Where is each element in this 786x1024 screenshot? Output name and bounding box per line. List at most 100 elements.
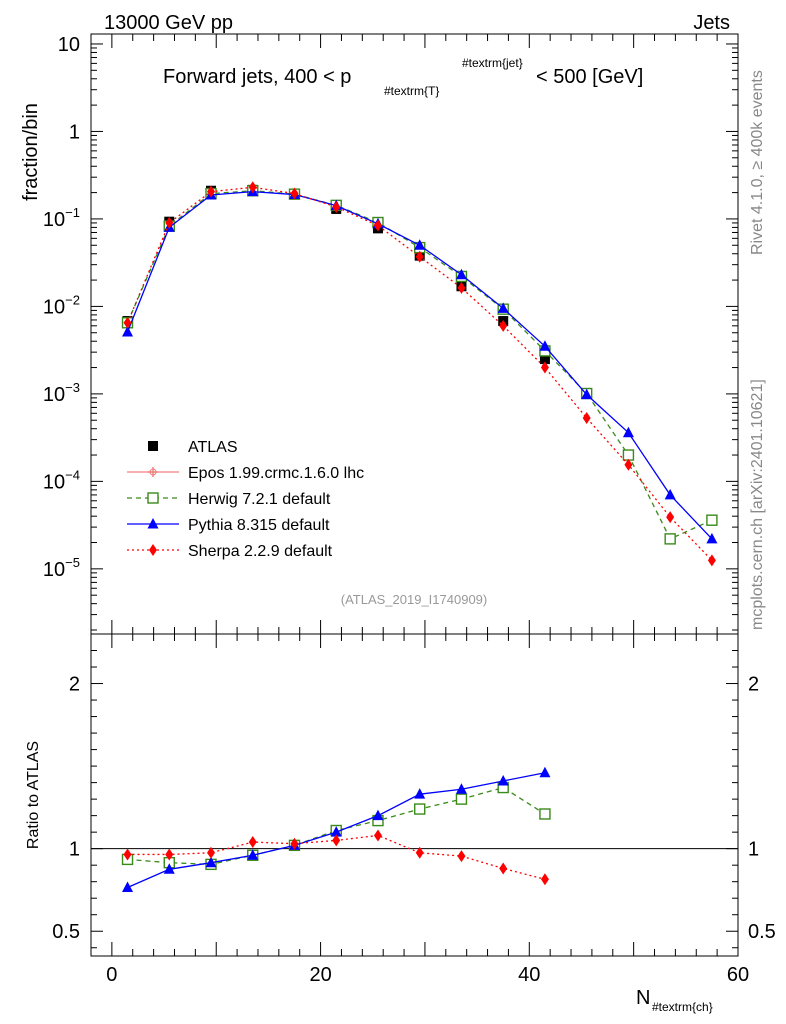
sherpa-point [165,216,174,229]
x-tick-label: 60 [727,964,749,986]
title-tail: < 500 [GeV] [536,66,643,88]
sherpa-point [290,187,299,200]
top-axes: 10 1 10−1 10−2 10−3 10−4 10−5 [43,34,738,631]
pythia-point [622,426,634,438]
y-tick-label: 1 [69,121,80,143]
sherpa-point [123,316,132,329]
pythia-point [122,325,134,337]
ratio-y-tick-label-right: 0.5 [748,921,776,943]
sherpa-ratio-point [332,834,341,847]
ratio-y-tick-label-left: 1 [69,839,80,861]
legend-herwig-marker [147,492,159,504]
analysis-reference-label: (ATLAS_2019_I1740909) [341,592,487,607]
legend: ATLAS Epos 1.99.crmc.1.6.0 lhc Herwig 7.2.… [127,439,364,560]
ratio-y-tick-label-left: 2 [69,674,80,696]
sherpa-ratio-point [415,846,424,859]
sherpa-point [624,458,633,471]
sherpa-ratio-point [290,837,299,850]
legend-sherpa-marker [149,544,157,556]
pythia-ratio-point [247,849,259,860]
herwig-ratio-point [539,808,551,820]
sherpa-point [666,511,675,524]
legend-epos-marker-ring [149,468,157,476]
sherpa-point [707,554,716,567]
pythia-ratio-point [205,856,217,868]
sherpa-point [540,361,549,374]
top-y-axis-label: fraction/bin [20,103,42,201]
pythia-point [455,268,467,280]
herwig-point [706,514,718,526]
ratio-y-tick-label-right: 1 [748,839,759,861]
legend-pythia-marker [147,518,159,529]
x-axis-label-subscript: #textrm{ch} [652,1000,713,1014]
ratio-y-tick-label-right: 2 [748,674,759,696]
pythia-point [414,239,426,250]
sherpa-ratio-point [540,873,549,886]
pythia-point [581,388,593,400]
sherpa-ratio-point [165,848,174,861]
pythia-ratio-point [330,826,342,837]
ratio-y-tick-label-left: 0.5 [52,921,80,943]
sherpa-ratio-point [207,846,216,859]
herwig-point [622,449,635,461]
title-subscript: #textrm{T} [384,84,439,98]
legend-atlas-marker [148,441,158,451]
sherpa-point [582,412,591,425]
x-axis-label: N #textrm{ch} [636,987,713,1014]
sherpa-ratio-point [123,848,132,861]
ratio-y-axis-label: Ratio to ATLAS [25,741,42,849]
legend-sherpa-label: Sherpa 2.2.9 default [188,543,333,560]
pythia-ratio-point [163,863,175,874]
pythia-ratio-point [122,881,134,892]
pythia-ratio-point [497,774,509,786]
pythia-ratio-point [539,766,551,778]
pythia-ratio-point [372,809,384,821]
pythia-point [664,488,676,500]
sherpa-point [332,200,341,213]
ratio-panel-frame [90,633,739,957]
sherpa-point [415,250,424,263]
header-jets-label: Jets [693,12,730,34]
x-axis: 0 20 40 60 [106,34,749,986]
ratio-series-layer [121,766,551,892]
sherpa-point [499,319,508,332]
atlas-point [539,354,550,365]
x-tick-label: 40 [518,964,540,986]
herwig-ratio-point [455,793,468,805]
herwig-ratio-point [414,803,426,815]
pythia-point [497,302,509,313]
sherpa-point [207,185,216,198]
sherpa-point [457,281,466,294]
y-tick-label: 10 [58,34,80,56]
legend-epos-label: Epos 1.99.crmc.1.6.0 lhc [188,465,364,482]
pythia-ratio-point [455,783,467,794]
top-series-layer [121,181,718,567]
pythia-point [706,532,718,544]
title-main: Forward jets, 400 < p [163,66,351,88]
sherpa-point [373,219,382,232]
sherpa-ratio-point [499,862,508,875]
x-axis-label-main: N [636,987,650,1009]
herwig-point [664,533,676,545]
y-tick-label: 10−5 [43,555,80,581]
legend-epos-marker [148,467,158,477]
ratio-axes: 0.5 0.5 1 1 2 2 [52,650,776,949]
sherpa-ratio-point [373,829,382,842]
sherpa-ratio-point [457,850,466,863]
y-tick-label: 10−4 [43,467,80,493]
sherpa-point [248,181,257,194]
side-label-mcplots: mcplots.cern.ch [arXiv:2401.10621] [749,379,766,630]
pythia-point [539,340,551,351]
sherpa-ratio-point [248,836,257,849]
y-tick-label: 10−3 [43,380,80,406]
legend-pythia-label: Pythia 8.315 default [188,517,330,534]
pythia-ratio-point [414,788,426,799]
x-tick-label: 20 [309,964,331,986]
legend-herwig-label: Herwig 7.2.1 default [188,491,331,508]
y-tick-label: 10−1 [43,205,80,231]
title-superscript: #textrm{jet} [462,56,523,70]
header-energy-label: 13000 GeV pp [104,12,233,34]
y-tick-label: 10−2 [43,292,80,318]
x-tick-label: 0 [106,964,117,986]
